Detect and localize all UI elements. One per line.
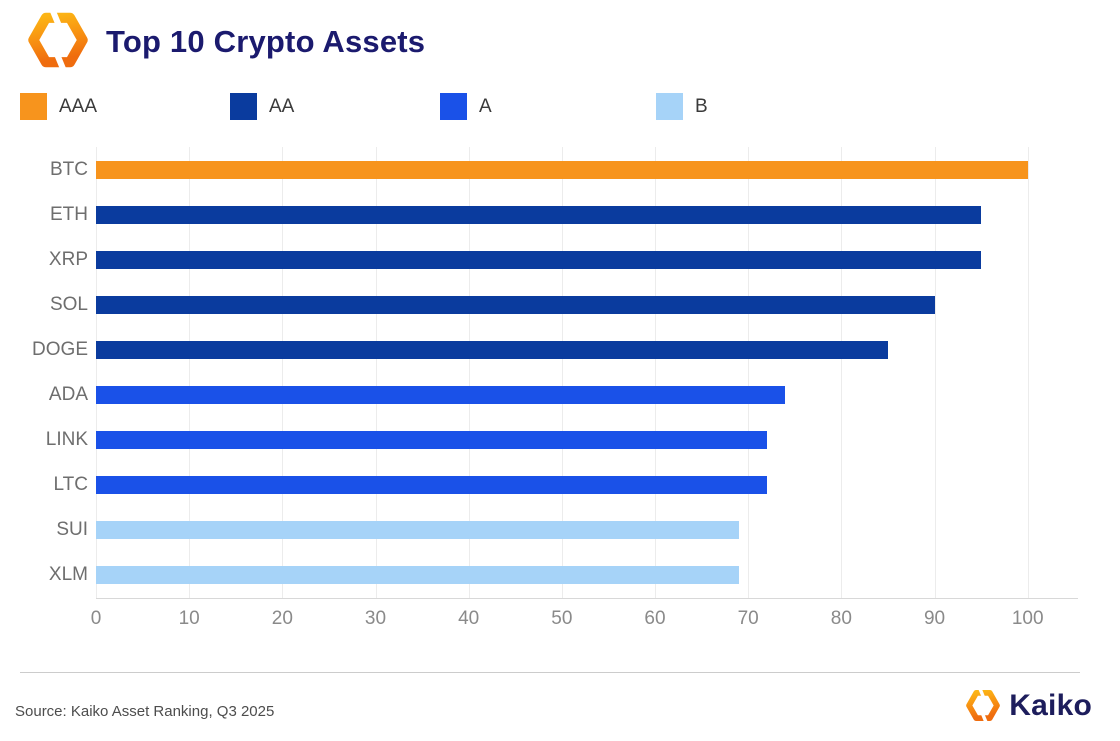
legend-label-aaa: AAA — [59, 95, 98, 117]
gridline-x-60 — [655, 147, 656, 598]
x-label-40: 40 — [458, 608, 480, 629]
legend-swatch-aaa — [20, 93, 47, 120]
gridline-x-90 — [934, 147, 936, 598]
y-label-sui: SUI — [56, 519, 88, 541]
legend-item-aa: AA — [230, 93, 294, 120]
y-label-eth: ETH — [50, 203, 88, 225]
legend-item-b: B — [656, 93, 708, 120]
gridline-x-100 — [1027, 147, 1029, 598]
y-label-sol: SOL — [49, 293, 88, 315]
brand-lockup: Kaiko — [966, 688, 1092, 723]
y-label-xlm: XLM — [48, 564, 88, 586]
legend-label-aa: AA — [269, 95, 295, 117]
legend-swatch-a — [440, 93, 467, 120]
legend: AAA AA A B — [0, 93, 1120, 123]
legend-item-aaa: AAA — [20, 93, 97, 120]
source-note: Source: Kaiko Asset Ranking, Q3 2025 — [15, 703, 275, 720]
gridline-x-10 — [189, 147, 191, 598]
bar-xrp — [96, 250, 982, 269]
kaiko-logo-icon — [966, 688, 1001, 723]
x-label-100: 100 — [1011, 608, 1044, 629]
legend-label-a: A — [479, 95, 492, 117]
y-label-xrp: XRP — [48, 248, 88, 270]
y-label-doge: DOGE — [32, 338, 88, 360]
bar-doge — [96, 340, 888, 359]
x-label-50: 50 — [551, 608, 573, 629]
gridline-x-70 — [748, 147, 750, 598]
legend-swatch-aa — [230, 93, 257, 120]
x-label-60: 60 — [644, 608, 666, 629]
x-label-70: 70 — [737, 608, 759, 629]
gridline-x-40 — [468, 147, 470, 598]
page-title: Top 10 Crypto Assets — [106, 24, 426, 59]
x-label-20: 20 — [271, 608, 293, 629]
x-label-10: 10 — [178, 608, 200, 629]
chart-plot-area — [96, 147, 1078, 599]
bar-btc — [96, 160, 1028, 179]
y-label-btc: BTC — [50, 158, 88, 180]
kaiko-logo-icon — [28, 9, 88, 71]
y-axis-labels: BTC ETH XRP SOL DOGE ADA LINK LTC SUI XLM — [0, 147, 88, 598]
x-axis-labels: 0 10 20 30 40 50 60 70 80 90 100 — [91, 608, 1078, 632]
legend-label-b: B — [695, 95, 708, 117]
legend-swatch-b — [656, 93, 683, 120]
x-label-0: 0 — [90, 608, 102, 629]
y-label-ltc: LTC — [53, 474, 88, 496]
footer-divider — [20, 672, 1080, 673]
brand-wordmark: Kaiko — [1009, 688, 1092, 722]
gridline-x-30 — [375, 147, 377, 598]
x-label-80: 80 — [830, 608, 852, 629]
bar-eth — [96, 205, 982, 224]
bar-ltc — [96, 476, 767, 495]
bar-sol — [96, 295, 935, 314]
bar-sui — [96, 521, 739, 540]
legend-item-a: A — [440, 93, 492, 120]
gridline-x-0 — [96, 147, 97, 598]
bar-ada — [96, 386, 786, 405]
bar-xlm — [96, 566, 739, 585]
x-label-30: 30 — [364, 608, 387, 629]
gridline-x-50 — [561, 147, 563, 598]
y-label-link: LINK — [45, 429, 88, 451]
x-label-90: 90 — [923, 608, 946, 629]
gridline-x-20 — [282, 147, 284, 598]
gridline-x-80 — [841, 147, 843, 598]
bar-link — [96, 431, 767, 450]
y-label-ada: ADA — [48, 384, 88, 406]
